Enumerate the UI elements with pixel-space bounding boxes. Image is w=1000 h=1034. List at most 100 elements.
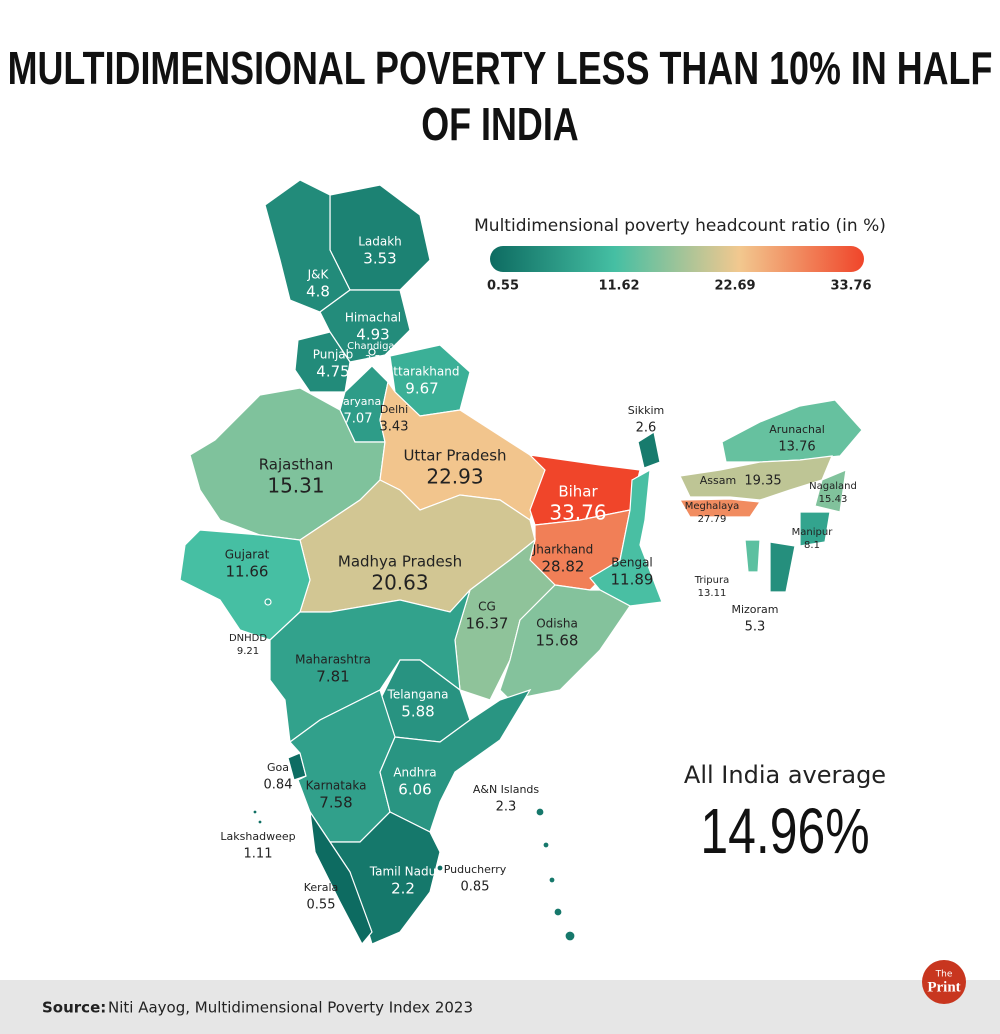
map: [179, 179, 863, 946]
region-name: Himachal: [345, 311, 401, 325]
region-value: 2.6: [636, 421, 657, 436]
region-name: Goa: [267, 761, 289, 774]
region: [368, 348, 376, 356]
region-value: 15.68: [536, 632, 579, 650]
region-value: 4.75: [316, 363, 349, 381]
region: [744, 539, 761, 573]
region-name: Ladakh: [358, 235, 402, 249]
region-value: 16.37: [466, 615, 509, 633]
region-name: Sikkim: [628, 404, 665, 417]
logo-bottom: Print: [927, 979, 960, 995]
region-name: Haryana: [335, 395, 382, 408]
region-value: 0.85: [461, 880, 490, 895]
region-value: 11.66: [226, 563, 269, 581]
region-name: Bihar: [558, 483, 598, 501]
region-value: 1.11: [244, 847, 273, 862]
region-name: Delhi: [380, 403, 408, 416]
region-name: Puducherry: [444, 863, 507, 876]
region-name: Tripura: [694, 575, 729, 586]
region: [309, 811, 373, 946]
region-value: 15.43: [819, 494, 848, 505]
region-name: DNHDD: [229, 633, 267, 644]
region-name: Bengal: [611, 556, 653, 570]
region-value: 15.31: [267, 474, 324, 498]
region-value: 28.82: [542, 558, 585, 576]
region-value: 13.76: [778, 440, 815, 455]
region-name: CG: [478, 600, 496, 614]
region: [799, 511, 831, 547]
region-value: 11.89: [611, 571, 654, 589]
region-value: 3.43: [380, 420, 409, 435]
title: MULTIDIMENSIONAL POVERTY LESS THAN 10% I…: [8, 43, 993, 150]
region: [553, 907, 563, 917]
region-name: Jharkhand: [532, 543, 594, 557]
legend-title: Multidimensional poverty headcount ratio…: [474, 216, 886, 236]
region-name: Punjab: [313, 348, 354, 362]
region-value: 27.79: [698, 514, 727, 525]
region-value: 5.88: [401, 703, 434, 721]
footer-bar: [0, 980, 1000, 1034]
legend-gradient: [490, 246, 864, 272]
region-name: Gujarat: [225, 548, 270, 562]
region-value: 4.93: [356, 326, 389, 344]
region-name: Uttar Pradesh: [403, 447, 506, 465]
region-value: 2.2: [391, 880, 415, 898]
region: [769, 541, 796, 593]
region: [814, 469, 847, 513]
region: [542, 841, 550, 849]
region-value: 3.52: [365, 354, 387, 365]
logo-top: The: [935, 970, 953, 980]
region: [252, 809, 258, 815]
region: [678, 498, 762, 518]
region: [535, 807, 545, 817]
region-value: 6.06: [398, 781, 431, 799]
region-value: 8.1: [804, 540, 820, 551]
legend-tick-label: 0.55: [487, 279, 519, 294]
region-value: 7.81: [316, 668, 349, 686]
region: [379, 688, 532, 833]
region-name: Assam: [700, 474, 736, 487]
region-value: 0.55: [307, 898, 336, 913]
average-label: All India average: [684, 761, 886, 789]
region: [548, 876, 556, 884]
region-value: 7.58: [319, 794, 352, 812]
region-name: J&K: [307, 268, 330, 282]
region-name: Arunachal: [769, 423, 825, 436]
region-name: Rajasthan: [259, 456, 334, 474]
region: [637, 431, 661, 469]
region-value: 13.11: [698, 588, 727, 599]
region: [721, 399, 863, 463]
region-value: 4.8: [306, 283, 330, 301]
region-name: Madhya Pradesh: [338, 553, 462, 571]
region-value: 33.76: [549, 501, 606, 525]
region-value: 19.35: [744, 474, 781, 489]
title-line: OF INDIA: [421, 99, 578, 150]
region: [499, 584, 631, 701]
logo-badge: [922, 960, 966, 1004]
region-name: A&N Islands: [473, 783, 540, 796]
source-label: Source:: [42, 999, 106, 1017]
region-value: 9.67: [405, 380, 438, 398]
region-name: Nagaland: [809, 481, 857, 492]
region-value: 0.84: [264, 778, 293, 793]
source-text: Niti Aayog, Multidimensional Poverty Ind…: [108, 999, 473, 1017]
region: [564, 930, 576, 942]
legend-tick-label: 22.69: [714, 279, 755, 294]
legend-tick-label: 33.76: [830, 279, 871, 294]
region-name: Telangana: [387, 688, 449, 702]
legend-ticks: 0.55 11.62 22.69 33.76: [487, 279, 872, 294]
region-name: Mizoram: [731, 603, 778, 616]
region: [264, 598, 272, 606]
region-value: 7.07: [344, 412, 373, 427]
region-name: Tamil Nadu: [369, 865, 436, 879]
region-name: Odisha: [536, 617, 578, 631]
region-name: Chandigarh: [347, 341, 405, 352]
region-value: 2.3: [496, 800, 517, 815]
region: [436, 864, 444, 872]
average-value: 14.96%: [700, 796, 869, 867]
region-name: Uttarakhand: [385, 365, 460, 379]
region-name: Lakshadweep: [220, 830, 295, 843]
title-line: MULTIDIMENSIONAL POVERTY LESS THAN 10% I…: [8, 43, 993, 94]
